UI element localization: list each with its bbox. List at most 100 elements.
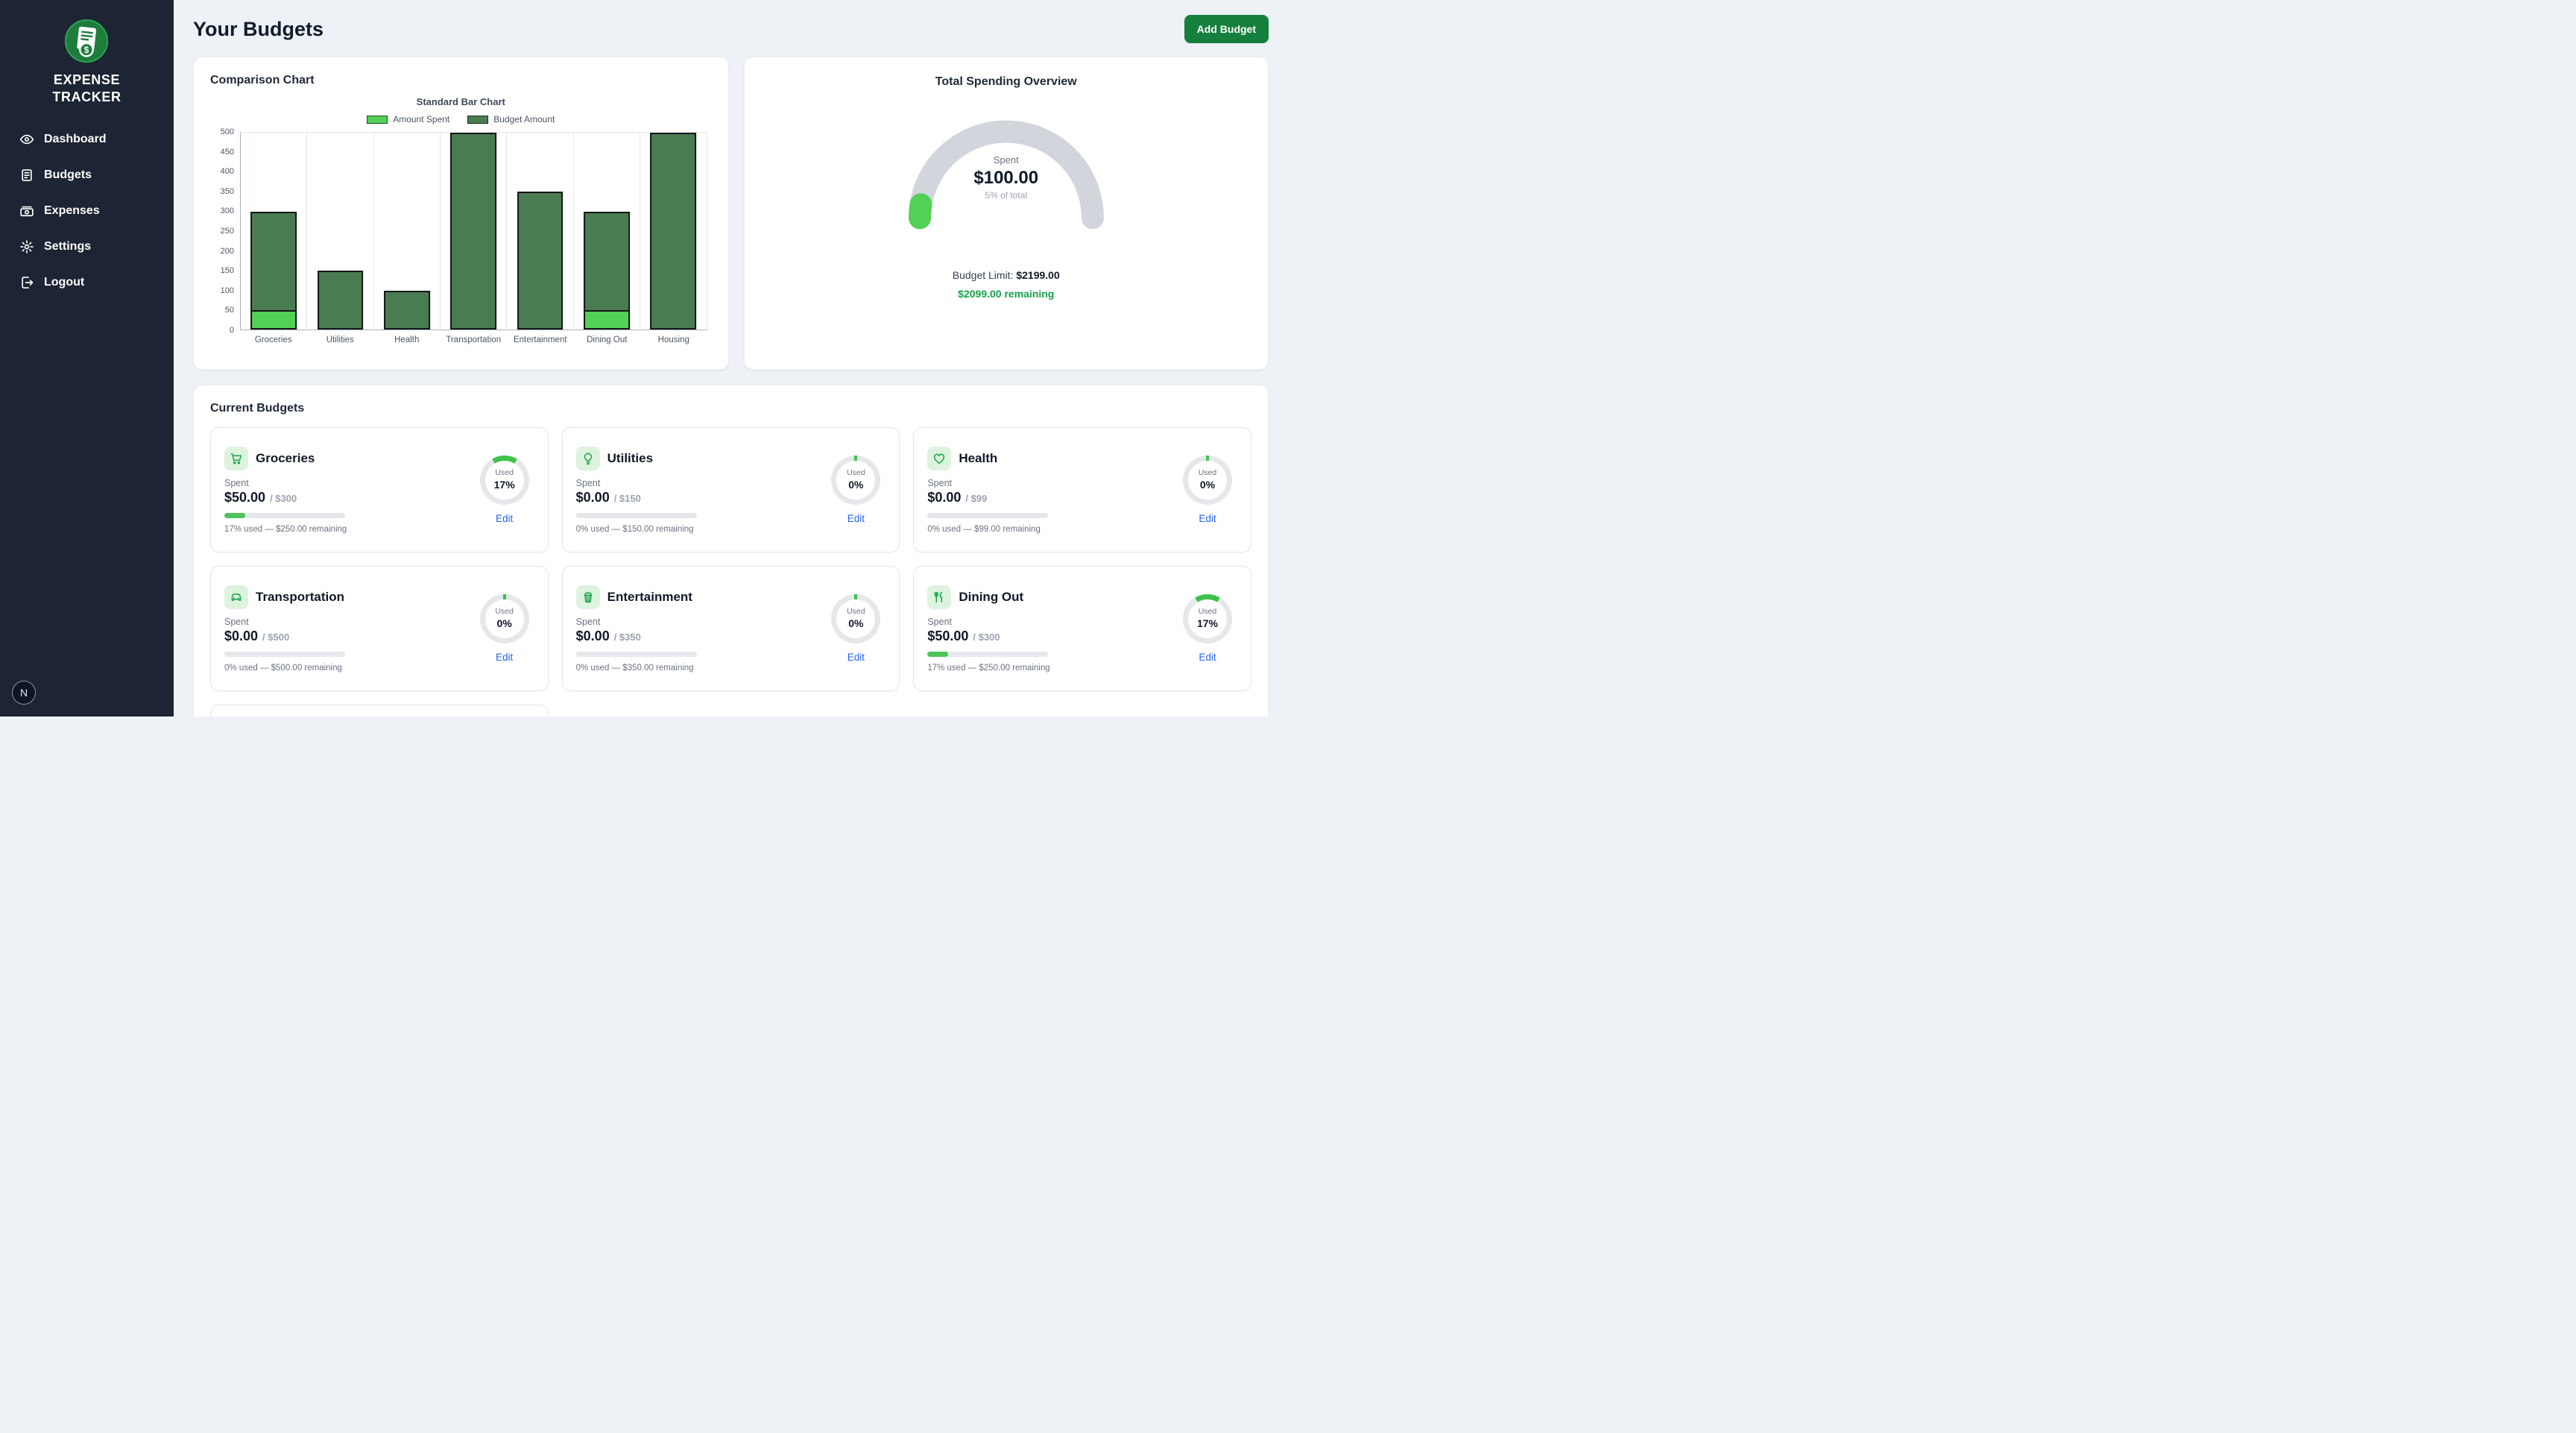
usage-caption: 0% used — $350.00 remaining — [575, 663, 694, 673]
budget-card-utilities: Utilities Spent $0.00 / $150 0% used — $… — [561, 427, 900, 552]
progress-bar — [575, 512, 697, 518]
budget-limit: / $500 — [262, 631, 290, 643]
sidebar-item-budgets[interactable]: Budgets — [15, 160, 159, 190]
usage-donut: Used 17% — [479, 456, 529, 505]
budget-name: Entertainment — [607, 589, 692, 604]
amount-spent-bar — [584, 309, 630, 330]
legend-swatch-icon — [467, 115, 489, 124]
sidebar-nav: Dashboard Budgets Expenses Settings Logo… — [0, 125, 174, 297]
y-tick: 150 — [220, 266, 234, 276]
bulb-icon — [575, 446, 600, 470]
sidebar-item-label: Settings — [44, 240, 92, 253]
remaining-amount: $2099.00 remaining — [958, 288, 1055, 300]
budget-name: Dining Out — [959, 589, 1024, 604]
y-tick: 50 — [224, 306, 234, 315]
heart-icon — [927, 446, 952, 470]
used-label: Used — [847, 607, 865, 617]
budget-card-health: Health Spent $0.00 / $99 0% used — $99.0… — [913, 427, 1251, 552]
gauge-percent-of-total: 5% of total — [985, 190, 1028, 201]
used-percent: 0% — [1199, 478, 1216, 491]
cash-icon — [19, 204, 34, 218]
y-tick: 250 — [220, 227, 234, 236]
x-label: Dining Out — [587, 336, 628, 344]
edit-button[interactable]: Edit — [496, 652, 514, 663]
x-label: Entertainment — [513, 336, 567, 344]
comparison-chart-title: Comparison Chart — [210, 74, 315, 86]
spent-label: Spent — [224, 616, 249, 627]
progress-bar — [224, 512, 345, 518]
budget-info: Groceries Spent $50.00 / $300 17% used —… — [224, 440, 466, 540]
x-label: Health — [394, 336, 420, 344]
progress-bar — [927, 651, 1049, 657]
utensils-icon — [927, 585, 952, 609]
sidebar-item-dashboard[interactable]: Dashboard — [15, 125, 159, 154]
legend-swatch-icon — [367, 115, 388, 124]
budget-limit: / $99 — [965, 492, 988, 504]
sidebar-item-label: Dashboard — [44, 133, 107, 145]
budget-info: Health Spent $0.00 / $99 0% used — $99.0… — [927, 440, 1169, 540]
usage-caption: 17% used — $250.00 remaining — [927, 663, 1050, 673]
progress-bar — [575, 651, 697, 657]
spent-label: Spent — [927, 477, 952, 488]
chart-column — [374, 133, 441, 330]
used-percent: 0% — [496, 617, 512, 629]
budget-info: Entertainment Spent $0.00 / $350 0% used… — [575, 579, 818, 678]
legend-label: Budget Amount — [493, 114, 555, 125]
used-percent: 0% — [848, 478, 864, 491]
budget-name: Health — [959, 450, 998, 465]
budget-card-entertainment: Entertainment Spent $0.00 / $350 0% used… — [561, 566, 900, 691]
edit-button[interactable]: Edit — [496, 513, 514, 524]
legend-item: Budget Amount — [467, 114, 555, 125]
spent-label: Spent — [575, 616, 601, 627]
comparison-bar-chart: Standard Bar Chart Amount Spent Budget Am… — [210, 96, 712, 344]
progress-bar — [927, 512, 1049, 518]
expense-tracker-logo-icon: $ — [65, 19, 109, 63]
app-logo: $ EXPENSE TRACKER — [52, 18, 121, 105]
chart-column — [307, 133, 374, 330]
sidebar: $ EXPENSE TRACKER Dashboard Budgets Expe… — [0, 0, 174, 716]
legend-item: Amount Spent — [367, 114, 449, 125]
sidebar-item-expenses[interactable]: Expenses — [15, 196, 159, 226]
add-budget-button[interactable]: Add Budget — [1184, 15, 1269, 43]
budget-amount-bar — [383, 290, 430, 330]
used-label: Used — [1198, 468, 1217, 478]
used-percent: 17% — [493, 478, 515, 491]
edit-button[interactable]: Edit — [1199, 513, 1216, 524]
current-budgets-card: Current Budgets Groceries Spent $50.00 /… — [193, 385, 1269, 716]
budget-amount-bar — [584, 211, 630, 330]
edit-button[interactable]: Edit — [1199, 652, 1216, 663]
y-tick: 450 — [220, 147, 234, 157]
budget-info: Dining Out Spent $50.00 / $300 17% used … — [927, 579, 1169, 678]
budget-amount-bar — [517, 192, 564, 330]
svg-text:$: $ — [84, 45, 89, 55]
gauge-track — [908, 120, 1104, 230]
sidebar-item-settings[interactable]: Settings — [15, 232, 159, 262]
edit-button[interactable]: Edit — [847, 652, 865, 663]
usage-caption: 0% used — $150.00 remaining — [575, 524, 694, 534]
sidebar-item-logout[interactable]: Logout — [15, 268, 159, 297]
user-avatar[interactable]: N — [12, 681, 36, 705]
used-percent: 0% — [848, 617, 864, 629]
main-content: Your Budgets Add Budget Comparison Chart… — [174, 0, 1288, 716]
budget-card-groceries: Groceries Spent $50.00 / $300 17% used —… — [210, 427, 549, 552]
sidebar-item-label: Budgets — [44, 169, 92, 181]
budget-limit: / $300 — [973, 631, 1000, 643]
budget-name: Groceries — [256, 450, 315, 465]
y-tick: 500 — [220, 127, 234, 136]
usage-donut: Used 0% — [479, 594, 529, 643]
used-label: Used — [495, 468, 514, 478]
gear-icon — [19, 239, 34, 254]
usage-donut: Used 0% — [831, 594, 881, 643]
amount-spent-bar — [250, 309, 297, 330]
budget-card-partial — [210, 705, 549, 716]
spent-amount: $0.00 — [224, 628, 259, 643]
budget-card-transportation: Transportation Spent $0.00 / $500 0% use… — [210, 566, 549, 691]
edit-button[interactable]: Edit — [847, 513, 865, 524]
chart-column — [640, 133, 707, 330]
spent-amount: $0.00 — [575, 489, 610, 505]
usage-caption: 0% used — $99.00 remaining — [927, 524, 1041, 534]
chart-legend: Amount Spent Budget Amount — [215, 114, 707, 125]
spent-amount: $50.00 — [224, 489, 266, 505]
x-label: Utilities — [326, 336, 354, 344]
y-axis: 0 50 100 150 200 250 300 350 400 450 500 — [215, 127, 240, 335]
